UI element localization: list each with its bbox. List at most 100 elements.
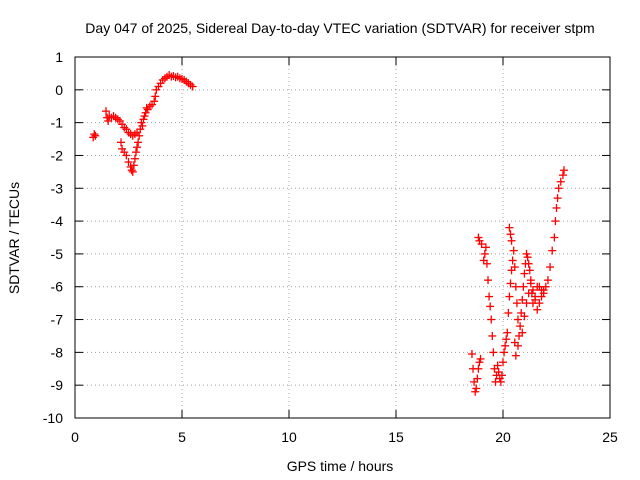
data-point: [513, 315, 522, 324]
data-point: [522, 299, 531, 308]
data-point: [523, 253, 532, 262]
plot-frame: [74, 56, 611, 419]
data-point: [473, 374, 482, 383]
data-point: [487, 315, 496, 324]
data-point: [484, 276, 493, 285]
data-point: [509, 246, 518, 255]
data-point: [130, 130, 139, 139]
data-point: [134, 138, 143, 147]
data-series-sdtvar: [89, 71, 568, 396]
y-tick-label: -7: [51, 312, 64, 328]
x-axis: 0 5 10 15 20 25: [71, 57, 618, 445]
y-tick-label: -5: [51, 246, 64, 262]
data-point: [485, 292, 494, 301]
data-point: [528, 286, 537, 295]
data-point: [503, 328, 512, 337]
x-tick-label: 0: [71, 429, 79, 445]
data-point: [506, 279, 515, 288]
y-tick-label: 0: [55, 82, 63, 98]
data-point: [554, 184, 563, 193]
y-tick-label: -10: [43, 410, 63, 426]
data-point: [499, 358, 507, 367]
data-point: [129, 161, 138, 170]
data-point: [518, 295, 527, 304]
data-point: [511, 351, 520, 360]
data-point: [486, 302, 495, 311]
data-point: [467, 350, 476, 359]
data-point: [524, 289, 533, 298]
data-point: [512, 299, 521, 308]
data-point: [480, 249, 489, 258]
data-point: [553, 194, 562, 203]
data-point: [493, 361, 502, 370]
data-point: [533, 305, 542, 314]
data-point: [138, 121, 147, 130]
data-point: [539, 286, 548, 295]
data-point: [481, 243, 490, 252]
data-point: [524, 259, 533, 268]
data-point: [519, 282, 528, 291]
data-point: [556, 177, 565, 186]
y-axis: 1 0 -1 -2 -3 -4 -5 -6 -7 -8 -9 -10: [43, 49, 610, 426]
data-point: [504, 308, 513, 317]
x-tick-label: 15: [388, 429, 404, 445]
x-tick-label: 10: [281, 429, 297, 445]
data-point: [130, 154, 139, 163]
data-point: [525, 266, 534, 275]
data-point: [496, 377, 505, 386]
data-point: [501, 341, 510, 350]
x-tick-label: 25: [602, 429, 618, 445]
x-tick-label: 20: [495, 429, 511, 445]
data-point: [497, 371, 506, 380]
data-point: [472, 384, 481, 393]
y-tick-label: -1: [51, 115, 64, 131]
data-point: [535, 299, 544, 308]
data-point: [506, 230, 515, 239]
y-tick-label: -6: [51, 279, 64, 295]
data-point: [505, 223, 514, 232]
data-point: [102, 107, 111, 116]
data-point: [135, 131, 144, 140]
data-point: [511, 282, 520, 291]
data-point: [550, 233, 559, 242]
data-point: [551, 217, 560, 226]
y-tick-label: -2: [51, 147, 64, 163]
data-point: [128, 167, 137, 176]
data-point: [518, 328, 527, 337]
x-axis-label: GPS time / hours: [287, 458, 394, 474]
data-point: [507, 236, 516, 245]
data-point: [513, 341, 522, 350]
data-point: [117, 138, 126, 147]
data-point: [505, 292, 514, 301]
data-point: [488, 331, 497, 340]
data-point: [477, 240, 486, 249]
y-tick-label: -3: [51, 180, 64, 196]
data-point: [516, 322, 525, 331]
data-point: [558, 171, 567, 180]
data-point: [90, 130, 99, 139]
data-point: [552, 203, 561, 212]
data-point: [133, 143, 142, 152]
data-point: [188, 82, 197, 91]
data-point: [508, 256, 517, 265]
y-tick-label: -8: [51, 344, 64, 360]
data-point: [520, 312, 529, 321]
data-point: [537, 292, 546, 301]
data-point: [124, 158, 133, 167]
data-point: [476, 354, 485, 363]
data-point: [127, 166, 136, 175]
data-point: [122, 151, 131, 160]
y-tick-label: -4: [51, 213, 64, 229]
chart-title: Day 047 of 2025, Sidereal Day-to-day VTE…: [85, 20, 594, 36]
data-point: [559, 166, 568, 175]
data-point: [150, 97, 159, 106]
data-point: [531, 295, 540, 304]
data-point: [548, 246, 557, 255]
data-point: [482, 259, 491, 268]
grid-lines: [75, 57, 610, 418]
x-tick-label: 5: [178, 429, 186, 445]
data-point: [510, 263, 519, 272]
data-point: [526, 279, 535, 288]
data-point: [502, 335, 511, 344]
